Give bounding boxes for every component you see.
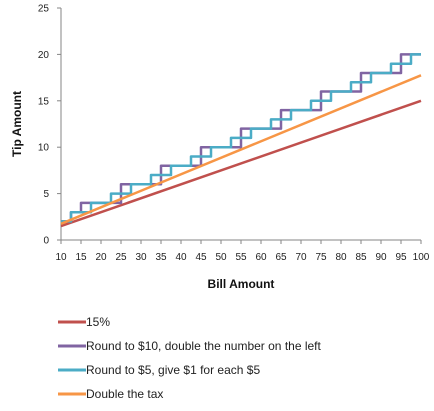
x-tick-label: 100 xyxy=(413,252,430,263)
x-tick-label: 30 xyxy=(135,252,147,263)
legend: 15% Round to $10, double the number on th… xyxy=(58,315,322,401)
x-tick-label: 95 xyxy=(395,252,407,263)
y-tick-label: 20 xyxy=(38,50,50,61)
plot-area: 0 5 10 15 20 25 10 15 20 25 30 35 40 45 50 55 60 65 70 75 8… xyxy=(38,4,430,264)
x-tick-label: 80 xyxy=(335,252,347,263)
legend-label: 15% xyxy=(86,315,110,329)
series-line-3 xyxy=(61,53,421,223)
series-line-1 xyxy=(60,99,422,228)
x-tick-label: 25 xyxy=(115,252,127,263)
x-tick-label: 85 xyxy=(355,252,367,263)
x-tick-label: 40 xyxy=(175,252,187,263)
y-tick-label: 10 xyxy=(38,143,50,154)
x-tick-label: 10 xyxy=(55,252,67,263)
x-tick-label: 20 xyxy=(95,252,107,263)
y-axis-title: Tip Amount xyxy=(10,91,24,157)
y-tick-label: 0 xyxy=(43,236,49,247)
x-tick-label: 55 xyxy=(235,252,247,263)
x-tick-label: 60 xyxy=(255,252,267,263)
x-tick-label: 50 xyxy=(215,252,227,263)
x-tick-label: 15 xyxy=(75,252,87,263)
x-axis-title: Bill Amount xyxy=(208,277,275,291)
legend-label: Round to $5, give $1 for each $5 xyxy=(86,363,260,377)
x-tick-label: 65 xyxy=(275,252,287,263)
x-tick-label: 70 xyxy=(295,252,307,263)
series-line-4 xyxy=(60,74,422,225)
y-axis-ticks: 0 5 10 15 20 25 xyxy=(38,4,61,247)
x-tick-label: 35 xyxy=(155,252,167,263)
x-tick-label: 45 xyxy=(195,252,207,263)
x-tick-label: 90 xyxy=(375,252,387,263)
legend-label: Double the tax xyxy=(86,387,163,401)
y-tick-label: 25 xyxy=(38,4,50,15)
legend-label: Round to $10, double the number on the l… xyxy=(86,339,322,353)
series-lines xyxy=(60,53,422,228)
x-axis-ticks: 10 15 20 25 30 35 40 45 50 55 60 65 70 75 80 85 90 95 100 xyxy=(55,240,430,263)
y-tick-label: 15 xyxy=(38,96,50,107)
x-tick-label: 75 xyxy=(315,252,327,263)
y-tick-label: 5 xyxy=(43,189,49,200)
